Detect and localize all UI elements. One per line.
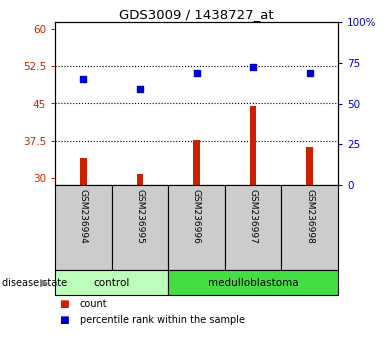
Bar bbox=[136, 174, 143, 185]
Bar bbox=[250, 106, 257, 185]
Bar bbox=[111, 185, 168, 270]
Text: GSM236995: GSM236995 bbox=[136, 189, 144, 244]
Text: ■: ■ bbox=[59, 315, 69, 325]
Bar bbox=[55, 270, 168, 295]
Text: GSM236994: GSM236994 bbox=[79, 189, 88, 244]
Text: ■: ■ bbox=[59, 299, 69, 309]
Bar bbox=[225, 185, 282, 270]
Point bbox=[250, 64, 256, 70]
Text: disease state: disease state bbox=[2, 278, 67, 287]
Bar bbox=[193, 140, 200, 185]
Point bbox=[137, 86, 143, 92]
Text: GSM236998: GSM236998 bbox=[305, 189, 314, 244]
Text: control: control bbox=[93, 278, 130, 287]
Text: GSM236996: GSM236996 bbox=[192, 189, 201, 244]
Bar bbox=[282, 185, 338, 270]
Bar bbox=[306, 147, 313, 185]
Bar bbox=[168, 185, 225, 270]
Point bbox=[307, 70, 313, 76]
Text: ▶: ▶ bbox=[40, 278, 48, 287]
Text: medulloblastoma: medulloblastoma bbox=[208, 278, 298, 287]
Bar bbox=[55, 185, 111, 270]
Text: count: count bbox=[80, 299, 108, 309]
Text: GSM236997: GSM236997 bbox=[249, 189, 258, 244]
Text: percentile rank within the sample: percentile rank within the sample bbox=[80, 315, 245, 325]
Point bbox=[80, 76, 86, 82]
Bar bbox=[80, 158, 87, 185]
Point bbox=[193, 70, 200, 76]
Bar bbox=[168, 270, 338, 295]
Title: GDS3009 / 1438727_at: GDS3009 / 1438727_at bbox=[119, 8, 274, 21]
